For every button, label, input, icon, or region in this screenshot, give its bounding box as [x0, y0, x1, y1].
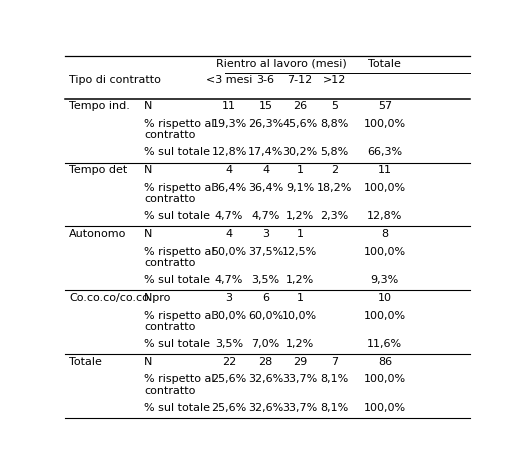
Text: N: N — [144, 229, 152, 239]
Text: 11: 11 — [222, 101, 236, 111]
Text: 4: 4 — [226, 165, 233, 175]
Text: 45,6%: 45,6% — [282, 118, 317, 129]
Text: 36,4%: 36,4% — [211, 183, 247, 193]
Text: Tipo di contratto: Tipo di contratto — [69, 76, 161, 86]
Text: 12,5%: 12,5% — [282, 247, 317, 257]
Text: N: N — [144, 293, 152, 303]
Text: 12,8%: 12,8% — [367, 212, 402, 221]
Text: 2: 2 — [331, 165, 338, 175]
Text: N: N — [144, 101, 152, 111]
Text: 29: 29 — [293, 357, 307, 367]
Text: 7: 7 — [331, 357, 338, 367]
Text: N: N — [144, 165, 152, 175]
Text: 12,8%: 12,8% — [211, 148, 247, 157]
Text: 5: 5 — [331, 101, 338, 111]
Text: 11: 11 — [378, 165, 392, 175]
Text: 4,7%: 4,7% — [215, 212, 243, 221]
Text: 8,8%: 8,8% — [320, 118, 349, 129]
Text: 1,2%: 1,2% — [286, 212, 314, 221]
Text: 100,0%: 100,0% — [364, 311, 406, 321]
Text: 7,0%: 7,0% — [252, 339, 280, 349]
Text: 60,0%: 60,0% — [248, 311, 283, 321]
Text: 8,1%: 8,1% — [320, 403, 348, 413]
Text: 3: 3 — [262, 229, 269, 239]
Text: % rispetto al
contratto: % rispetto al contratto — [144, 118, 215, 140]
Text: 3,5%: 3,5% — [215, 339, 243, 349]
Text: % sul totale: % sul totale — [144, 275, 210, 285]
Text: 32,6%: 32,6% — [248, 375, 283, 384]
Text: 6: 6 — [262, 293, 269, 303]
Text: 100,0%: 100,0% — [364, 118, 406, 129]
Text: 18,2%: 18,2% — [316, 183, 352, 193]
Text: 36,4%: 36,4% — [248, 183, 283, 193]
Text: 9,3%: 9,3% — [371, 275, 399, 285]
Text: 50,0%: 50,0% — [211, 247, 247, 257]
Text: 15: 15 — [258, 101, 272, 111]
Text: 86: 86 — [378, 357, 392, 367]
Text: 3,5%: 3,5% — [252, 275, 280, 285]
Text: 4: 4 — [262, 165, 269, 175]
Text: 100,0%: 100,0% — [364, 375, 406, 384]
Text: 9,1%: 9,1% — [286, 183, 314, 193]
Text: Rientro al lavoro (mesi): Rientro al lavoro (mesi) — [216, 59, 347, 69]
Text: 2,3%: 2,3% — [320, 212, 348, 221]
Text: 10: 10 — [378, 293, 392, 303]
Text: 22: 22 — [222, 357, 236, 367]
Text: 33,7%: 33,7% — [282, 403, 317, 413]
Text: Tempo det: Tempo det — [69, 165, 127, 175]
Text: 28: 28 — [258, 357, 272, 367]
Text: 25,6%: 25,6% — [211, 403, 247, 413]
Text: % rispetto al
contratto: % rispetto al contratto — [144, 247, 215, 268]
Text: 19,3%: 19,3% — [211, 118, 247, 129]
Text: 7-12: 7-12 — [287, 76, 313, 86]
Text: 4,7%: 4,7% — [251, 212, 280, 221]
Text: 10,0%: 10,0% — [282, 311, 317, 321]
Text: 3-6: 3-6 — [256, 76, 275, 86]
Text: % rispetto al
contratto: % rispetto al contratto — [144, 183, 215, 204]
Text: 100,0%: 100,0% — [364, 247, 406, 257]
Text: 26: 26 — [293, 101, 307, 111]
Text: 100,0%: 100,0% — [364, 403, 406, 413]
Text: 11,6%: 11,6% — [367, 339, 402, 349]
Text: 37,5%: 37,5% — [248, 247, 283, 257]
Text: 33,7%: 33,7% — [282, 375, 317, 384]
Text: Autonomo: Autonomo — [69, 229, 127, 239]
Text: 66,3%: 66,3% — [367, 148, 402, 157]
Text: % rispetto al
contratto: % rispetto al contratto — [144, 375, 215, 396]
Text: 4,7%: 4,7% — [215, 275, 243, 285]
Text: 1: 1 — [296, 229, 303, 239]
Text: Tempo ind.: Tempo ind. — [69, 101, 130, 111]
Text: 30,0%: 30,0% — [211, 311, 247, 321]
Text: 3: 3 — [226, 293, 233, 303]
Text: Totale: Totale — [369, 59, 401, 69]
Text: 1: 1 — [296, 293, 303, 303]
Text: 25,6%: 25,6% — [211, 375, 247, 384]
Text: 1,2%: 1,2% — [286, 339, 314, 349]
Text: 8,1%: 8,1% — [320, 375, 348, 384]
Text: 26,3%: 26,3% — [248, 118, 283, 129]
Text: Totale: Totale — [69, 357, 102, 367]
Text: 32,6%: 32,6% — [248, 403, 283, 413]
Text: 30,2%: 30,2% — [282, 148, 317, 157]
Text: 4: 4 — [226, 229, 233, 239]
Text: % sul totale: % sul totale — [144, 403, 210, 413]
Text: 100,0%: 100,0% — [364, 183, 406, 193]
Text: % sul totale: % sul totale — [144, 212, 210, 221]
Text: Co.co.co/co.co.pro: Co.co.co/co.co.pro — [69, 293, 171, 303]
Text: 1: 1 — [296, 165, 303, 175]
Text: 5,8%: 5,8% — [320, 148, 348, 157]
Text: % sul totale: % sul totale — [144, 339, 210, 349]
Text: 8: 8 — [381, 229, 388, 239]
Text: >12: >12 — [323, 76, 346, 86]
Text: % rispetto al
contratto: % rispetto al contratto — [144, 311, 215, 332]
Text: 57: 57 — [378, 101, 392, 111]
Text: % sul totale: % sul totale — [144, 148, 210, 157]
Text: 17,4%: 17,4% — [248, 148, 283, 157]
Text: 1,2%: 1,2% — [286, 275, 314, 285]
Text: <3 mesi: <3 mesi — [206, 76, 252, 86]
Text: N: N — [144, 357, 152, 367]
